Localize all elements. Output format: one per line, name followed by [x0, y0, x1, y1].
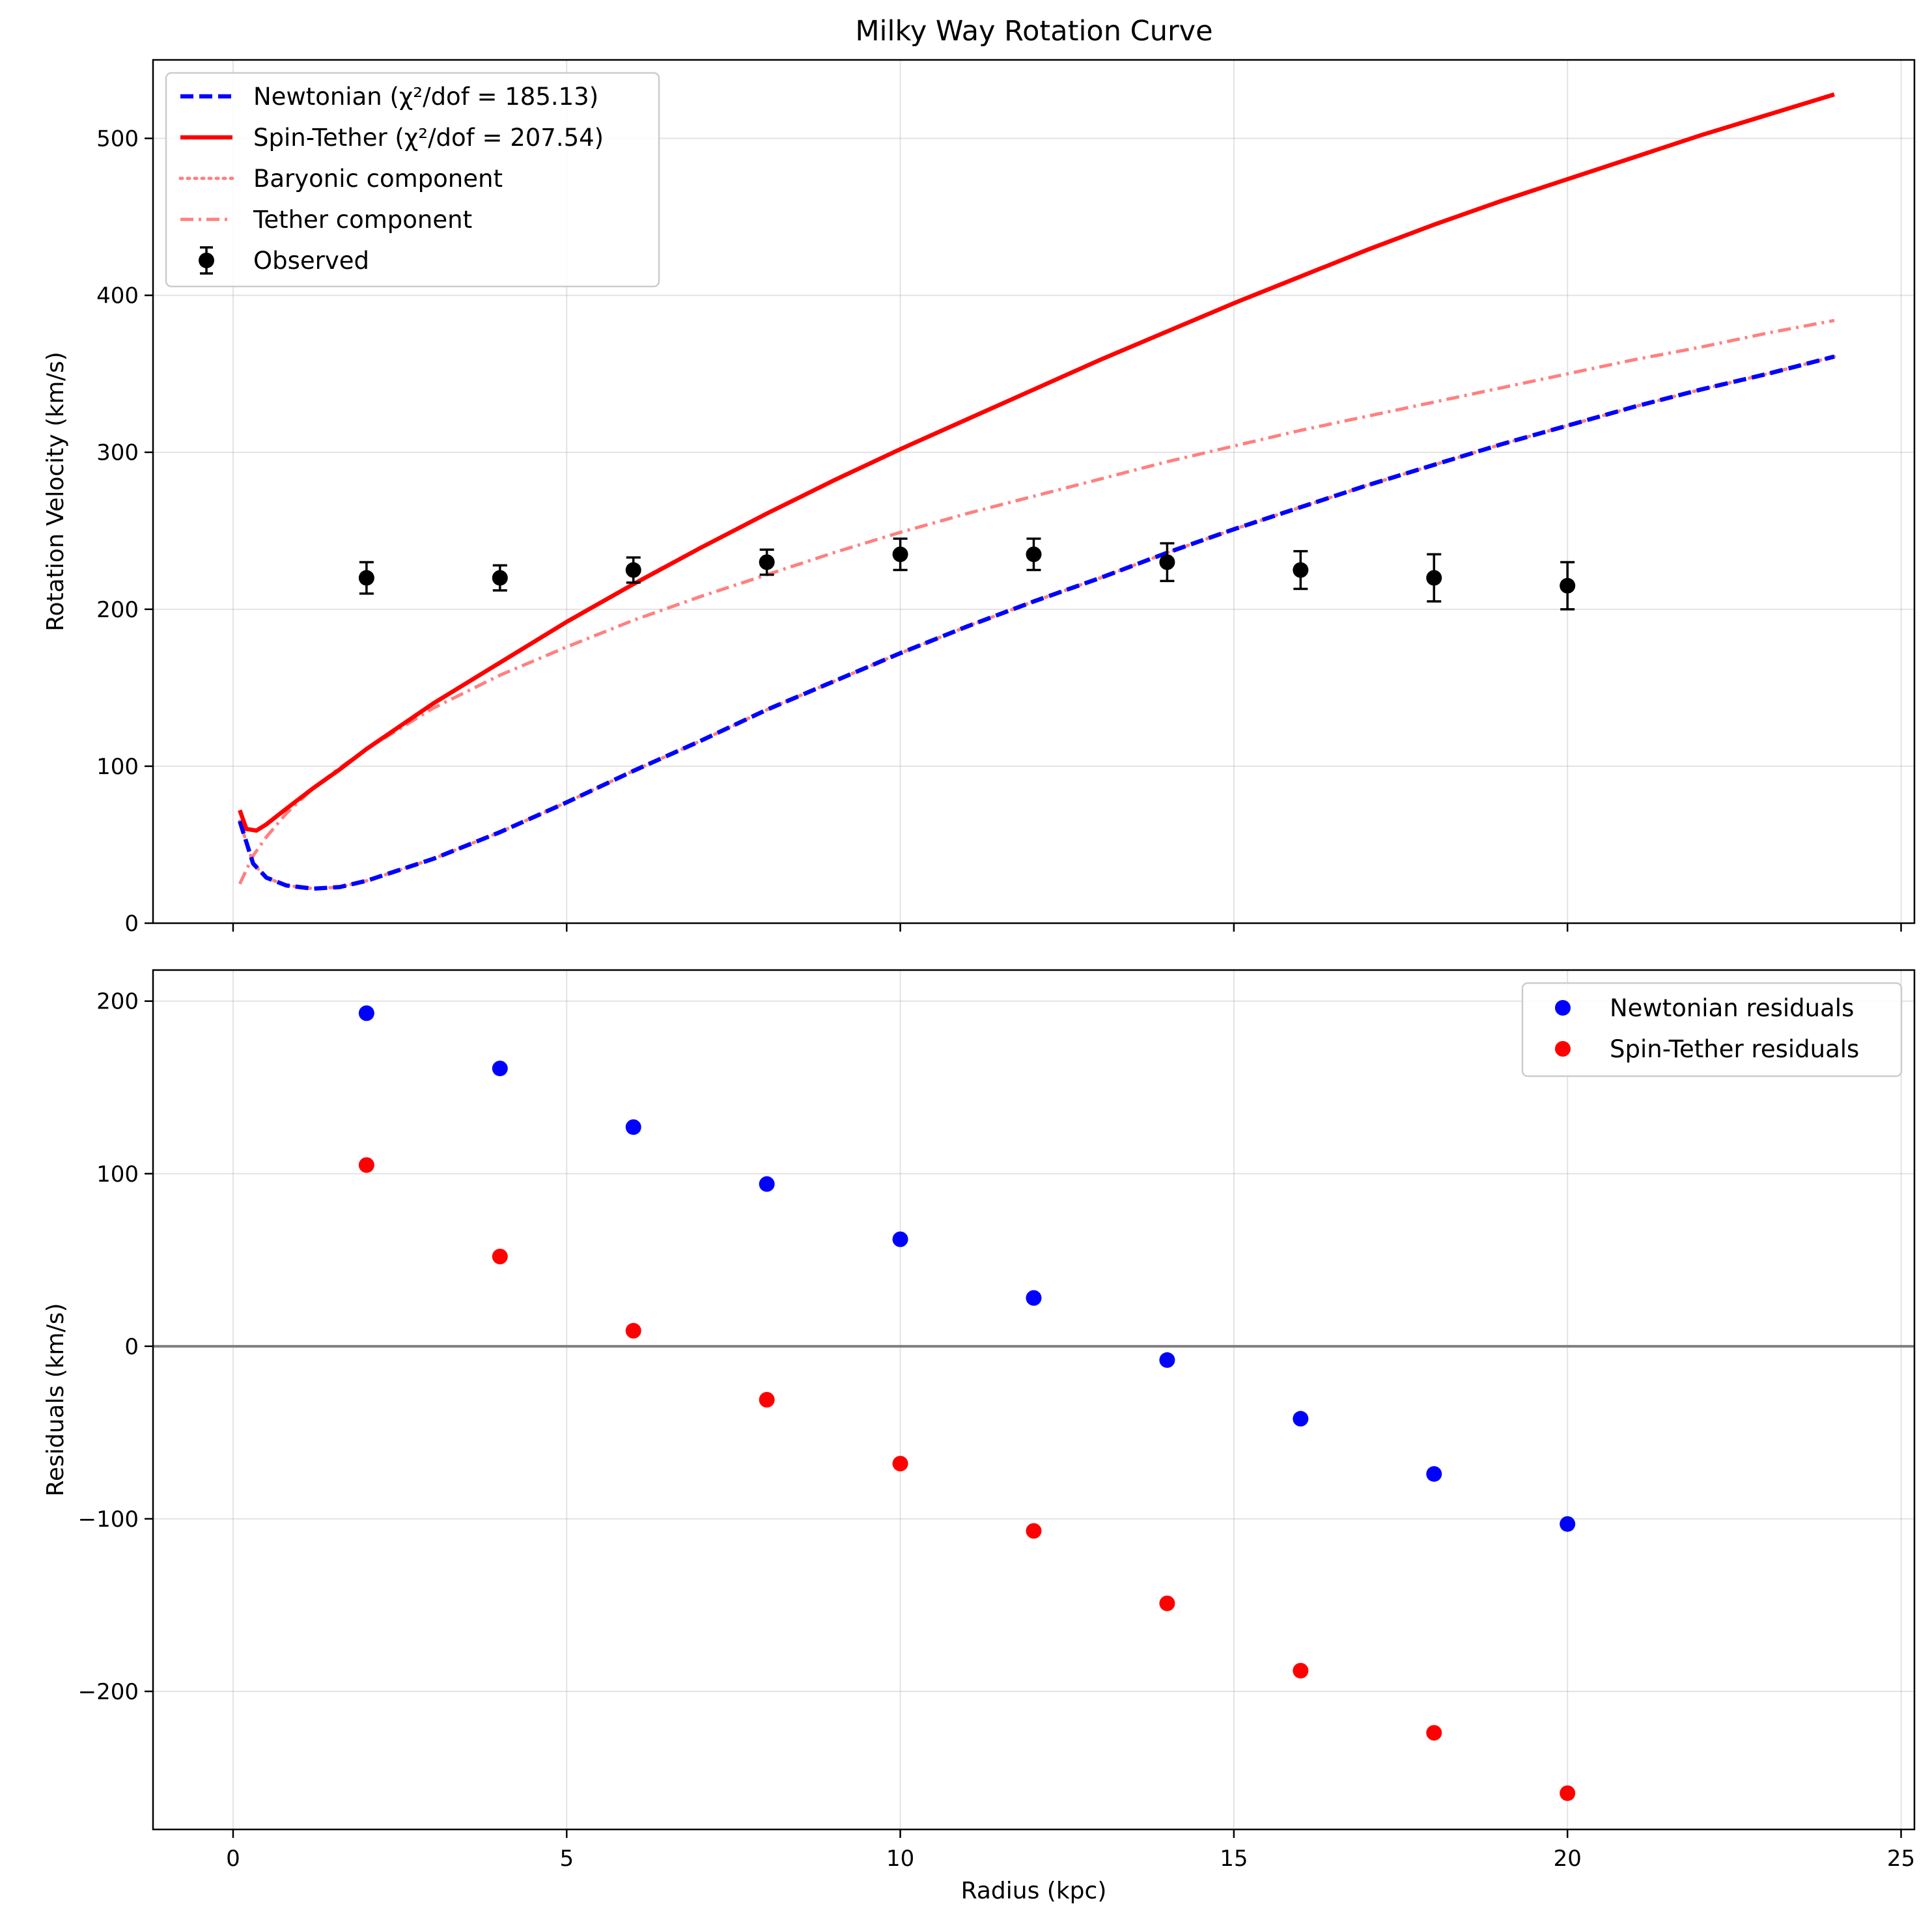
- y-tick-label: −100: [78, 1507, 139, 1533]
- plot-area: [153, 1005, 1914, 1801]
- observed-point: [1293, 562, 1309, 578]
- residual-point: [625, 1119, 641, 1135]
- y-tick-label: 0: [124, 911, 139, 937]
- residual-point: [492, 1249, 508, 1264]
- y-tick-label: 400: [96, 283, 139, 309]
- observed-points: [358, 537, 1576, 611]
- residual-point: [1159, 1352, 1175, 1368]
- series-line-dashed: [238, 354, 1835, 891]
- legend-label: Spin-Tether (χ²/dof = 207.54): [253, 124, 604, 152]
- x-tick-label: 5: [559, 1846, 574, 1872]
- residual-point: [1560, 1785, 1576, 1801]
- legend-swatch-marker: [1555, 1000, 1571, 1016]
- observed-point: [492, 570, 508, 586]
- residual-point: [892, 1231, 908, 1247]
- plot-area: [238, 92, 1836, 891]
- legend-label: Baryonic component: [253, 165, 503, 193]
- observed-point: [759, 554, 775, 570]
- y-tick-label: 200: [96, 989, 139, 1015]
- chart-title: Milky Way Rotation Curve: [855, 15, 1212, 48]
- legend-label: Newtonian residuals: [1610, 994, 1854, 1022]
- legend-label: Tether component: [253, 206, 472, 234]
- legend-label: Newtonian (χ²/dof = 185.13): [253, 83, 598, 111]
- y-tick-label: 500: [96, 126, 139, 152]
- y-tick-label: 0: [124, 1334, 139, 1360]
- legend-swatch-marker: [1555, 1041, 1571, 1057]
- residual-point: [1026, 1523, 1042, 1539]
- residual-point: [892, 1456, 908, 1472]
- axis-ticks: 0 100 200 300 400 500: [96, 126, 1902, 937]
- residual-point: [358, 1005, 374, 1021]
- y-tick-label: 100: [96, 754, 139, 780]
- residual-point: [1560, 1516, 1576, 1532]
- residual-point: [1293, 1411, 1309, 1427]
- observed-point: [1159, 554, 1175, 570]
- residual-point: [492, 1061, 508, 1077]
- grid-lines: [153, 970, 1914, 1829]
- observed-point: [1560, 577, 1576, 594]
- series-line-dotted: [238, 355, 1836, 891]
- residual-point: [759, 1176, 775, 1192]
- y-axis-label: Residuals (km/s): [42, 1303, 69, 1496]
- x-tick-label: 10: [886, 1846, 914, 1872]
- series-points: [358, 1157, 1576, 1801]
- observed-point: [1426, 570, 1442, 586]
- x-tick-label: 20: [1554, 1846, 1582, 1872]
- axis-ticks: 0 5 10 15 20 25 −200 −100 0 100 200: [78, 989, 1916, 1872]
- legend-frame: [165, 72, 660, 288]
- residual-point: [759, 1392, 775, 1408]
- residual-point: [1159, 1595, 1175, 1611]
- y-tick-label: 300: [96, 440, 139, 466]
- series-line-dashdot: [238, 318, 1835, 885]
- legend-swatch-marker: [199, 253, 214, 268]
- axes-frame: [152, 969, 1916, 1831]
- y-tick-label: 200: [96, 597, 139, 623]
- legend: Newtonian residuals Spin-Tether residuals: [1521, 982, 1903, 1077]
- x-axis-label: Radius (kpc): [961, 1878, 1107, 1904]
- observed-point: [625, 562, 641, 578]
- x-tick-label: 15: [1220, 1846, 1248, 1872]
- legend-label: Spin-Tether residuals: [1610, 1035, 1859, 1063]
- residual-point: [1426, 1725, 1442, 1741]
- residual-point: [625, 1322, 641, 1339]
- legend: Newtonian (χ²/dof = 185.13) Spin-Tether (…: [165, 72, 660, 288]
- residual-point: [1426, 1466, 1442, 1482]
- residual-point: [1293, 1663, 1309, 1679]
- residual-point: [358, 1157, 374, 1173]
- observed-point: [1026, 546, 1042, 563]
- rotation-velocity-panel: 0 100 200 300 400 500 Rotation Velocity (km/s)…: [42, 59, 1916, 937]
- x-tick-label: 0: [226, 1846, 240, 1872]
- observed-point: [892, 546, 908, 563]
- residuals-panel: 0 5 10 15 20 25 −200 −100 0 100 200 Residuals (km/s…: [42, 969, 1916, 1904]
- axes-frame: [152, 59, 1916, 924]
- y-axis-label: Rotation Velocity (km/s): [42, 352, 69, 632]
- series-line-solid: [238, 92, 1835, 833]
- legend-frame: [1521, 982, 1903, 1077]
- legend-label: Observed: [253, 247, 369, 275]
- y-tick-label: −200: [78, 1679, 139, 1705]
- residual-point: [1026, 1290, 1042, 1306]
- observed-point: [358, 570, 374, 586]
- x-tick-label: 25: [1887, 1846, 1915, 1872]
- y-tick-label: 100: [96, 1161, 139, 1188]
- series-points: [358, 1005, 1576, 1532]
